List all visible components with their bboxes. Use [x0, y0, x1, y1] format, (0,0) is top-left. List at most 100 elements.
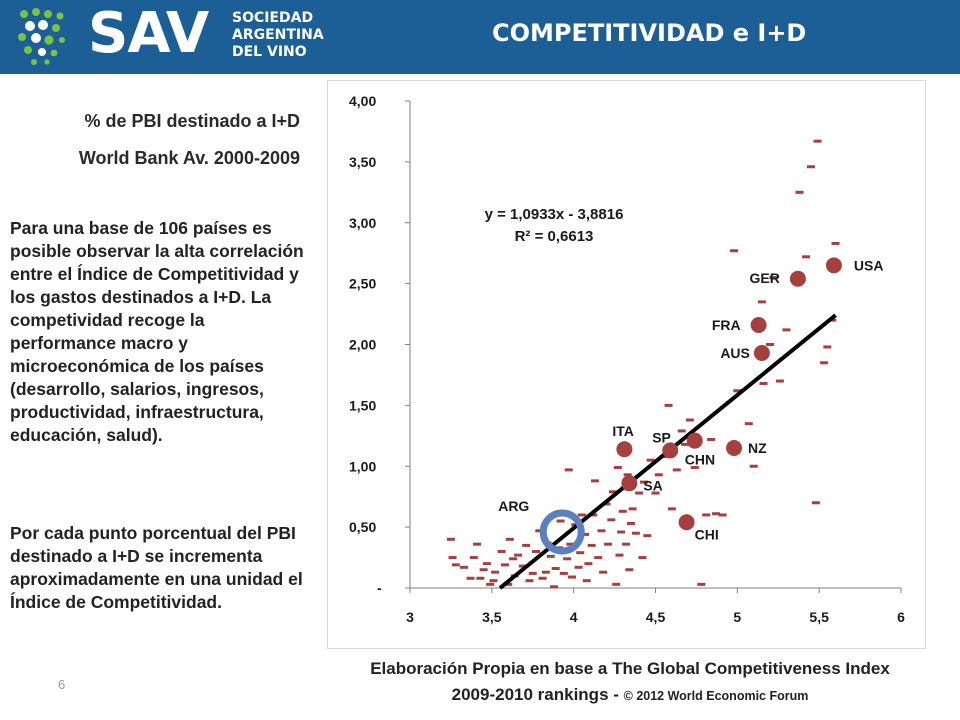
scatter-point — [628, 507, 637, 511]
country-label-fra: FRA — [712, 317, 741, 333]
caption-rankings: 2009-2010 rankings - — [451, 685, 619, 704]
scatter-point — [497, 549, 506, 553]
scatter-point — [718, 513, 727, 517]
scatter-chart: - 0,50 1,00 1,50 2,00 2,50 3,00 3,50 4,00 3 3,5 4 4,… — [327, 80, 926, 649]
scatter-point — [525, 579, 534, 583]
scatter-point — [469, 556, 478, 560]
scatter-point — [712, 512, 721, 516]
scatter-point — [505, 537, 514, 541]
scatter-point — [550, 585, 559, 589]
scatter-point — [460, 565, 469, 569]
y-tick-label: 2,50 — [349, 276, 376, 292]
scatter-point — [500, 563, 509, 567]
scatter-point — [590, 479, 599, 483]
x-tick-label: 4,5 — [646, 609, 666, 625]
conclusion-paragraph: Por cada punto porcentual del PBI destin… — [10, 523, 303, 612]
scatter-point — [522, 543, 531, 547]
scatter-point — [733, 389, 742, 393]
country-label-chi: CHI — [695, 526, 719, 542]
scatter-point — [769, 276, 778, 280]
scatter-point — [707, 437, 716, 441]
scatter-point — [613, 465, 622, 469]
scatter-point — [697, 582, 706, 586]
x-tick-label: 4 — [570, 609, 578, 625]
scatter-point — [479, 568, 488, 572]
scatter-point — [615, 553, 624, 557]
scatter-point — [599, 570, 608, 574]
scatter-point — [651, 491, 660, 495]
y-tick-label: 2,00 — [349, 337, 376, 353]
scatter-point — [574, 565, 583, 569]
y-tick-label: - — [377, 580, 382, 596]
country-point-fra — [750, 317, 767, 334]
country-point-ita — [616, 441, 633, 458]
scatter-point — [677, 429, 686, 433]
description-paragraph: Para una base de 106 países es posible o… — [10, 218, 304, 445]
scatter-point — [730, 249, 739, 253]
copyright-text: © 2012 World Economic Forum — [623, 689, 809, 703]
country-point-ger — [789, 270, 806, 287]
data-source-subtitle: World Bank Av. 2000-2009 — [78, 148, 300, 168]
scatter-point — [622, 542, 631, 546]
logo-molecule-icon — [18, 8, 65, 65]
slide-title: COMPETITIVIDAD e I+D — [492, 19, 807, 47]
country-point-sp — [662, 442, 679, 459]
scatter-point — [563, 557, 572, 561]
scatter-point — [702, 513, 711, 517]
scatter-point — [626, 521, 635, 525]
x-tick-label: 3,5 — [482, 609, 502, 625]
logo-wordmark: SAV — [88, 1, 209, 66]
scatter-point — [466, 576, 475, 580]
country-point-usa — [825, 257, 842, 274]
country-label-nz: NZ — [748, 440, 767, 456]
scatter-point — [820, 361, 829, 365]
country-label-ger: GER — [750, 270, 780, 286]
scatter-point — [667, 507, 676, 511]
scatter-point — [476, 576, 485, 580]
logo-organization-name: SOCIEDAD ARGENTINA DEL VINO — [232, 10, 342, 61]
scatter-point — [532, 549, 541, 553]
scatter-point — [489, 579, 498, 583]
scatter-point — [775, 379, 784, 383]
scatter-point — [559, 571, 568, 575]
country-label-chn: CHN — [685, 452, 715, 468]
scatter-point — [672, 468, 681, 472]
source-caption: Elaboración Propia en base a The Global … — [370, 659, 890, 678]
scatter-point — [587, 543, 596, 547]
scatter-point — [646, 458, 655, 462]
scatter-point — [766, 343, 775, 346]
scatter-point — [757, 300, 766, 304]
scatter-point — [576, 551, 585, 555]
country-point-chi — [678, 514, 695, 531]
scatter-point — [564, 468, 573, 472]
scatter-point — [551, 567, 560, 571]
scatter-point — [514, 553, 523, 557]
scatter-point — [482, 562, 491, 566]
scatter-point — [782, 328, 791, 332]
x-tick-label: 3 — [406, 609, 414, 625]
country-label-sp: SP — [652, 429, 671, 445]
scatter-point — [680, 442, 689, 446]
country-point-chn — [686, 432, 703, 449]
scatter-point — [491, 570, 500, 574]
scatter-point — [538, 576, 547, 580]
y-tick-label: 4,00 — [349, 93, 376, 109]
scatter-point — [802, 255, 811, 259]
scatter-point — [566, 542, 575, 546]
country-label-ita: ITA — [612, 423, 634, 439]
scatter-point — [556, 519, 565, 523]
logo-org-line: DEL VINO — [232, 44, 307, 60]
y-tick-label: 1,50 — [349, 397, 376, 413]
scatter-point — [597, 529, 606, 533]
scatter-point — [618, 509, 627, 513]
scatter-point — [811, 501, 820, 505]
scatter-point — [831, 241, 840, 245]
scatter-point — [795, 190, 804, 194]
scatter-point — [581, 532, 590, 536]
scatter-point — [509, 557, 518, 561]
scatter-point — [612, 582, 621, 586]
x-tick-label: 5,5 — [809, 609, 829, 625]
source-caption-line2: 2009-2010 rankings - © 2012 World Econom… — [300, 685, 960, 705]
country-point-sa — [621, 475, 638, 492]
x-tick-label: 5 — [733, 609, 741, 625]
